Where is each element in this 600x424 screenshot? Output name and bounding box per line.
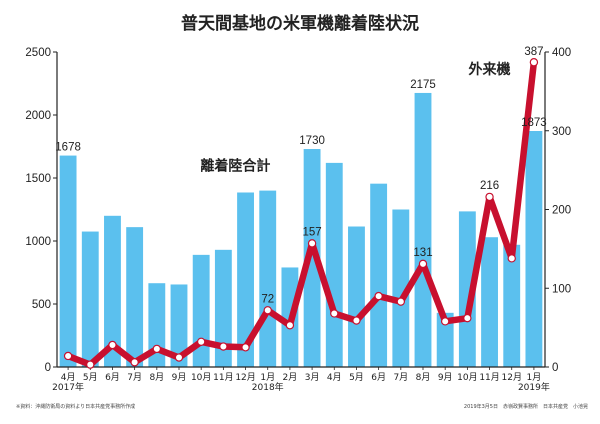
right-tick-label: 300 <box>552 126 571 138</box>
left-tick-label: 2500 <box>25 47 51 59</box>
bar-7 <box>192 254 210 367</box>
line-point-3 <box>108 340 117 350</box>
x-tick-label: 11月 <box>479 372 499 383</box>
line-point-11 <box>285 321 295 330</box>
line-point-9 <box>241 343 250 352</box>
right-tick-label: 200 <box>552 205 571 217</box>
line-value-label: 72 <box>261 293 274 305</box>
bar-6 <box>170 284 188 367</box>
line-value-label: 387 <box>524 46 543 58</box>
line-point-21 <box>507 254 516 263</box>
right-tick-label: 400 <box>552 47 571 59</box>
line-point-6 <box>174 353 184 362</box>
bar-5 <box>148 283 166 367</box>
bar-value-label: 1678 <box>55 142 81 154</box>
bar-4 <box>126 227 144 367</box>
right-tick-label: 0 <box>552 362 558 374</box>
line-point-5 <box>152 344 162 354</box>
line-point-7 <box>196 337 206 346</box>
year-label: 2019年 <box>518 381 550 393</box>
x-tick-label: 8月 <box>149 372 164 383</box>
line-value-label: 131 <box>413 247 432 259</box>
line-point-2 <box>86 360 95 369</box>
x-tick-label: 10月 <box>457 372 477 383</box>
bar-21 <box>503 244 521 367</box>
line-point-13 <box>330 309 339 318</box>
x-tick-label: 11月 <box>213 372 233 383</box>
line-series-foreign-aircraft <box>64 58 538 368</box>
bar-22 <box>525 131 543 367</box>
x-tick-label: 4月 <box>61 372 76 383</box>
x-tick-label: 6月 <box>371 372 386 383</box>
year-label: 2017年 <box>52 381 84 393</box>
footnote-right: 2019年3月5日 赤嶺政賢事務所 日本共産党 小池晃 <box>464 403 588 410</box>
x-tick-label: 6月 <box>105 372 120 383</box>
line-value-label: 216 <box>480 180 499 192</box>
x-tick-label: 8月 <box>416 372 431 383</box>
line-value-label: 157 <box>302 226 321 238</box>
x-tick-label: 9月 <box>438 372 453 383</box>
x-tick-label: 3月 <box>305 372 320 383</box>
left-tick-label: 0 <box>45 362 51 374</box>
line-point-15 <box>374 291 383 301</box>
line-point-19 <box>463 313 472 323</box>
x-tick-label: 7月 <box>393 372 408 383</box>
line-point-4 <box>130 358 139 367</box>
line-point-18 <box>440 317 450 326</box>
right-tick-label: 100 <box>552 283 571 295</box>
x-tick-label: 5月 <box>83 372 98 383</box>
left-tick-label: 1000 <box>25 236 51 248</box>
bar-15 <box>370 183 388 367</box>
line-point-17 <box>418 259 428 269</box>
x-tick-label: 7月 <box>127 372 142 383</box>
line-point-16 <box>396 297 406 306</box>
x-tick-label: 1月 <box>527 372 542 383</box>
left-tick-label: 1500 <box>25 173 51 185</box>
line-point-1 <box>63 351 73 361</box>
series-label-foreign: 外来機 <box>469 61 511 78</box>
bar-20 <box>481 237 498 367</box>
line-point-20 <box>485 192 494 202</box>
line-point-14 <box>352 316 361 325</box>
left-tick-label: 500 <box>32 299 51 311</box>
bar-19 <box>458 211 476 367</box>
bar-value-label: 2175 <box>410 79 436 91</box>
footnote-left: ※資料：沖縄防衛局の資料より日本共産党事務所作成 <box>16 403 135 410</box>
bar-2 <box>81 231 99 367</box>
x-tick-label: 5月 <box>349 372 364 383</box>
bar-17 <box>414 92 432 367</box>
bar-12 <box>303 149 321 367</box>
bar-value-label: 1730 <box>299 135 325 147</box>
bar-8 <box>214 249 232 367</box>
bar-3 <box>104 215 121 367</box>
x-tick-label: 2月 <box>283 372 298 383</box>
x-tick-label: 10月 <box>191 372 211 383</box>
x-tick-label: 9月 <box>172 372 187 383</box>
line-point-8 <box>219 342 228 351</box>
x-tick-label: 4月 <box>327 372 342 383</box>
x-tick-label: 12月 <box>235 372 255 383</box>
bar-16 <box>392 209 410 367</box>
chart-title: 普天間基地の米軍機離着陸状況 <box>181 13 419 34</box>
year-label: 2018年 <box>252 381 284 393</box>
line-point-12 <box>307 239 317 248</box>
bar-9 <box>237 192 254 367</box>
bar-18 <box>436 312 454 367</box>
x-tick-label: 1月 <box>260 372 275 383</box>
series-label-total: 離着陸合計 <box>200 157 270 174</box>
bar-value-label: 1873 <box>521 117 547 129</box>
bar-1 <box>59 155 77 367</box>
line-point-10 <box>263 306 272 315</box>
left-tick-label: 2000 <box>25 110 51 122</box>
x-tick-label: 12月 <box>502 372 522 383</box>
line-point-22 <box>529 58 539 67</box>
bar-10 <box>259 190 277 367</box>
bar-13 <box>325 162 343 367</box>
bar-14 <box>348 226 365 367</box>
